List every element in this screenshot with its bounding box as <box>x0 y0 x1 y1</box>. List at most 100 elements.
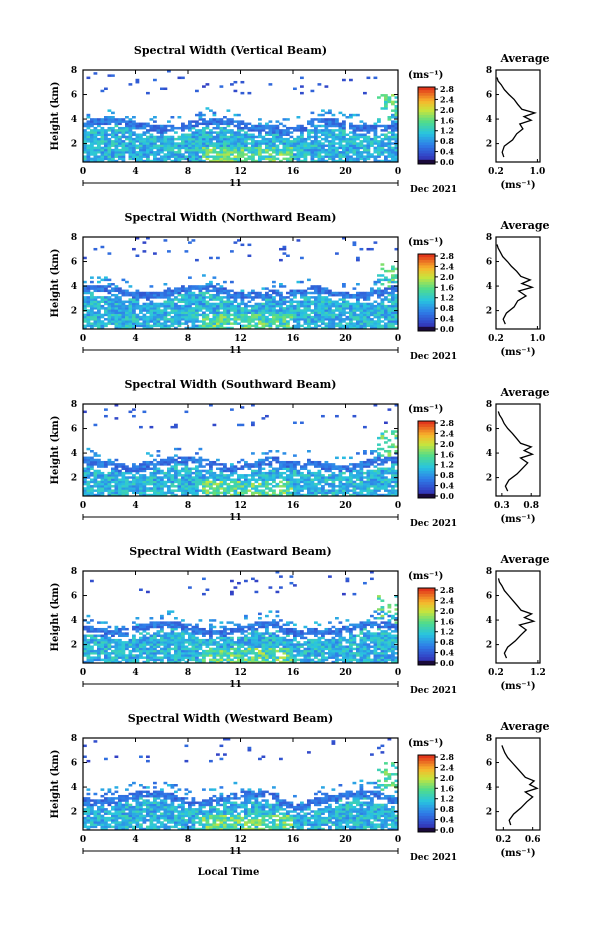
heatmap-cell <box>335 324 339 328</box>
heatmap-cell <box>160 634 164 638</box>
heatmap-cell <box>254 313 259 317</box>
heatmap-cell <box>139 654 143 657</box>
heatmap-cell <box>226 326 231 330</box>
heatmap-cell <box>366 124 371 128</box>
heatmap-cell <box>363 320 367 323</box>
heatmap-cell <box>104 632 108 635</box>
heatmap-cell <box>223 142 227 145</box>
heatmap-cell <box>174 641 178 644</box>
heatmap-cell <box>184 320 189 323</box>
heatmap-cell <box>90 300 94 304</box>
heatmap-cell <box>226 320 231 323</box>
heatmap-cell <box>146 649 150 653</box>
heatmap-cell <box>216 293 220 297</box>
heatmap-cell <box>209 293 213 297</box>
heatmap-cell <box>363 302 367 306</box>
heatmap-cell <box>342 148 346 152</box>
heatmap-cell <box>167 300 171 304</box>
heatmap-cell <box>226 311 231 314</box>
heatmap-cell <box>321 307 325 310</box>
heatmap-cell <box>352 485 357 488</box>
heatmap-cell <box>310 144 315 147</box>
heatmap-cell <box>356 324 360 328</box>
heatmap-cell <box>216 309 220 312</box>
heatmap-cell <box>387 307 392 310</box>
heatmap-cell <box>174 313 178 317</box>
heatmap-cell <box>160 623 164 627</box>
heatmap-cell <box>97 148 101 152</box>
heatmap-cell <box>167 250 171 253</box>
heatmap-cell <box>132 408 136 411</box>
heatmap-cell <box>384 458 388 462</box>
heatmap-cell <box>345 151 350 154</box>
heatmap-cell <box>111 307 115 310</box>
heatmap-cell <box>328 133 332 137</box>
heatmap-cell <box>349 467 353 471</box>
heatmap-cell <box>254 463 259 466</box>
heatmap-cell <box>177 485 182 488</box>
heatmap-cell <box>380 304 385 308</box>
heatmap-cell <box>132 309 136 312</box>
heatmap-cell <box>352 469 357 473</box>
heatmap-cell <box>265 148 269 152</box>
heatmap-cell <box>251 304 255 308</box>
heatmap-cell <box>258 131 262 134</box>
heatmap-cell <box>160 647 164 651</box>
heatmap-cell <box>86 120 91 123</box>
heatmap-cell <box>167 320 171 323</box>
heatmap-cell <box>142 324 147 328</box>
heatmap-cell <box>216 298 220 301</box>
heatmap-cell <box>261 482 266 486</box>
heatmap-cell <box>191 120 196 123</box>
heatmap-cell <box>237 133 241 137</box>
heatmap-cell <box>387 131 392 134</box>
heatmap-cell <box>272 300 276 304</box>
heatmap-cell <box>265 487 269 490</box>
heatmap-cell <box>167 643 171 646</box>
heatmap-cell <box>247 157 252 161</box>
colorbar-tick-label: 0.4 <box>440 481 454 491</box>
heatmap-cell <box>198 146 203 150</box>
heatmap-cell <box>223 151 227 154</box>
colorbar-frame <box>417 420 436 499</box>
colorbar-tick-label: 2.8 <box>440 251 454 261</box>
heatmap-cell <box>268 124 273 128</box>
heatmap-cell <box>156 450 161 453</box>
heatmap-cell <box>272 304 276 308</box>
heatmap-cell <box>184 309 189 312</box>
heatmap-cell <box>345 491 350 495</box>
heatmap-cell <box>198 476 203 479</box>
heatmap-cell <box>317 489 322 492</box>
heatmap-cell <box>359 491 364 495</box>
heatmap-cell <box>370 287 374 290</box>
heatmap-cell <box>324 469 329 473</box>
heatmap-cell <box>352 144 357 147</box>
heatmap-cell <box>265 322 269 325</box>
heatmap-cell <box>149 144 154 147</box>
heatmap-cell <box>230 478 234 481</box>
heatmap-cell <box>195 307 199 310</box>
heatmap-cell <box>114 654 119 657</box>
heatmap-cell <box>160 489 164 492</box>
heatmap-cell <box>86 465 91 468</box>
heatmap-cell <box>83 159 87 163</box>
heatmap-cell <box>90 634 94 638</box>
heatmap-cell <box>139 467 143 471</box>
heatmap-cell <box>83 491 87 495</box>
heatmap-cell <box>174 489 178 492</box>
heatmap-cell <box>188 126 192 130</box>
heatmap-cell <box>223 493 227 497</box>
heatmap-cell <box>191 146 196 150</box>
heatmap-cell <box>107 480 112 484</box>
heatmap-cell <box>209 109 213 112</box>
heatmap-cell <box>146 320 150 323</box>
heatmap-cell <box>146 489 150 492</box>
heatmap-cell <box>153 469 157 473</box>
heatmap-cell <box>370 247 374 251</box>
heatmap-cell <box>114 129 119 132</box>
heatmap-cell <box>174 660 178 664</box>
heatmap-cell <box>254 489 259 492</box>
heatmap-cell <box>90 307 94 310</box>
heatmap-cell <box>198 291 203 295</box>
heatmap-cell <box>226 142 231 145</box>
